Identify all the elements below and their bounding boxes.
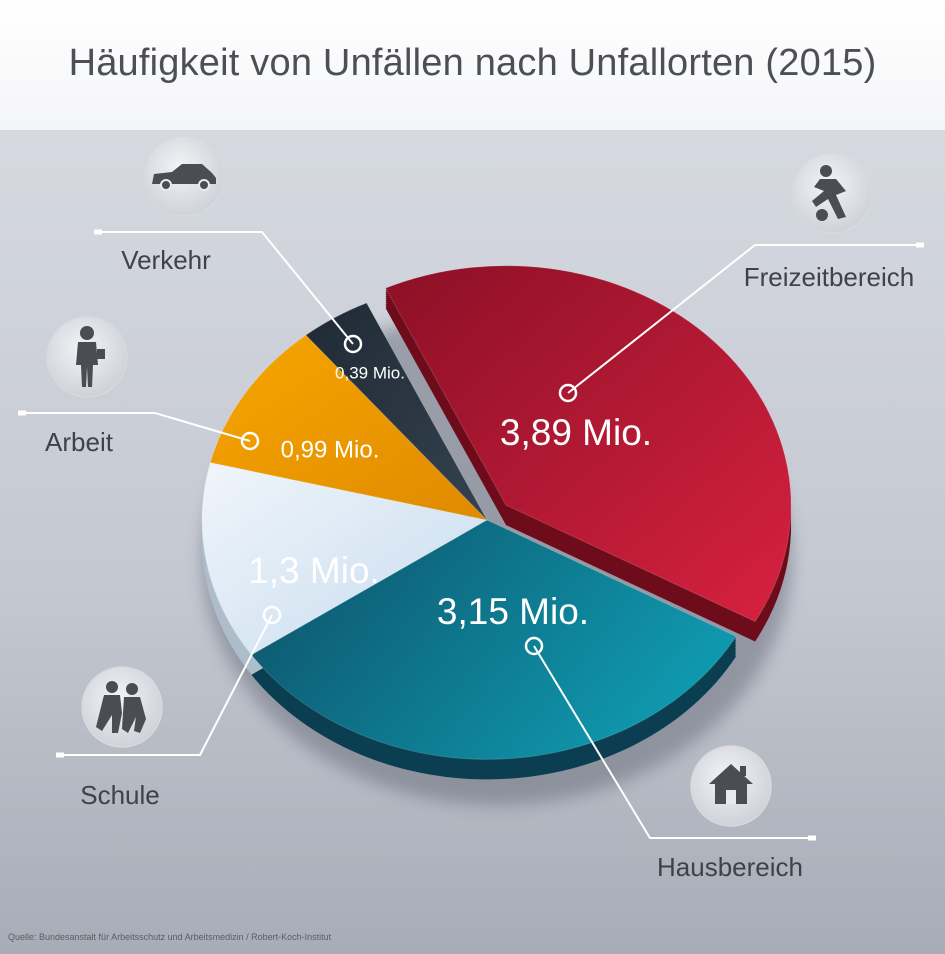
value-label-arbeit: 0,99 Mio.	[281, 436, 380, 463]
anchor-freizeitbereich	[558, 383, 578, 403]
pie-slices	[201, 265, 792, 760]
leader-lines	[18, 229, 924, 841]
value-label-verkehr: 0,39 Mio.	[335, 363, 405, 382]
slice-hausbereich	[250, 519, 737, 760]
leader-line-arbeit	[22, 412, 251, 442]
slice-freizeitbereich	[384, 265, 792, 623]
category-label-hausbereich: Hausbereich	[657, 852, 803, 882]
leader-end-arbeit	[18, 410, 26, 416]
chart-title: Häufigkeit von Unfällen nach Unfallorten…	[68, 42, 877, 84]
icon-circles	[46, 135, 873, 827]
slice-arbeit	[209, 334, 489, 521]
anchor-arbeit	[240, 431, 260, 451]
house-icon	[690, 745, 772, 827]
category-label-arbeit: Arbeit	[45, 427, 114, 457]
anchor-verkehr	[343, 334, 363, 354]
source-note: Quelle: Bundesanstalt für Arbeitsschutz …	[8, 932, 332, 942]
category-label-verkehr: Verkehr	[121, 245, 211, 275]
leader-end-freizeitbereich	[916, 242, 924, 248]
leader-end-hausbereich	[808, 835, 816, 841]
leader-line-schule	[60, 614, 273, 756]
soccer-player-icon	[791, 152, 873, 234]
header: Häufigkeit von Unfällen nach Unfallorten…	[0, 0, 945, 130]
value-label-hausbereich: 3,15 Mio.	[437, 591, 589, 632]
worker-icon	[46, 316, 128, 398]
category-label-schule: Schule	[80, 780, 160, 810]
slice-verkehr	[305, 302, 488, 521]
leader-end-schule	[56, 752, 64, 758]
leader-line-verkehr	[98, 231, 354, 345]
car-icon	[143, 135, 225, 217]
anchor-schule	[262, 605, 282, 625]
category-label-freizeitbereich: Freizeitbereich	[744, 262, 915, 292]
value-label-schule: 1,3 Mio.	[248, 550, 380, 591]
value-label-freizeitbereich: 3,89 Mio.	[500, 412, 652, 453]
slice-labels: 3,89 Mio. Freizeitbereich 3,15 Mio. Hausber…	[45, 245, 914, 882]
leader-end-verkehr	[94, 229, 102, 235]
leader-line-hausbereich	[533, 645, 812, 839]
leader-line-freizeitbereich	[567, 244, 920, 394]
anchor-hausbereich	[524, 636, 544, 656]
children-icon	[81, 666, 163, 748]
